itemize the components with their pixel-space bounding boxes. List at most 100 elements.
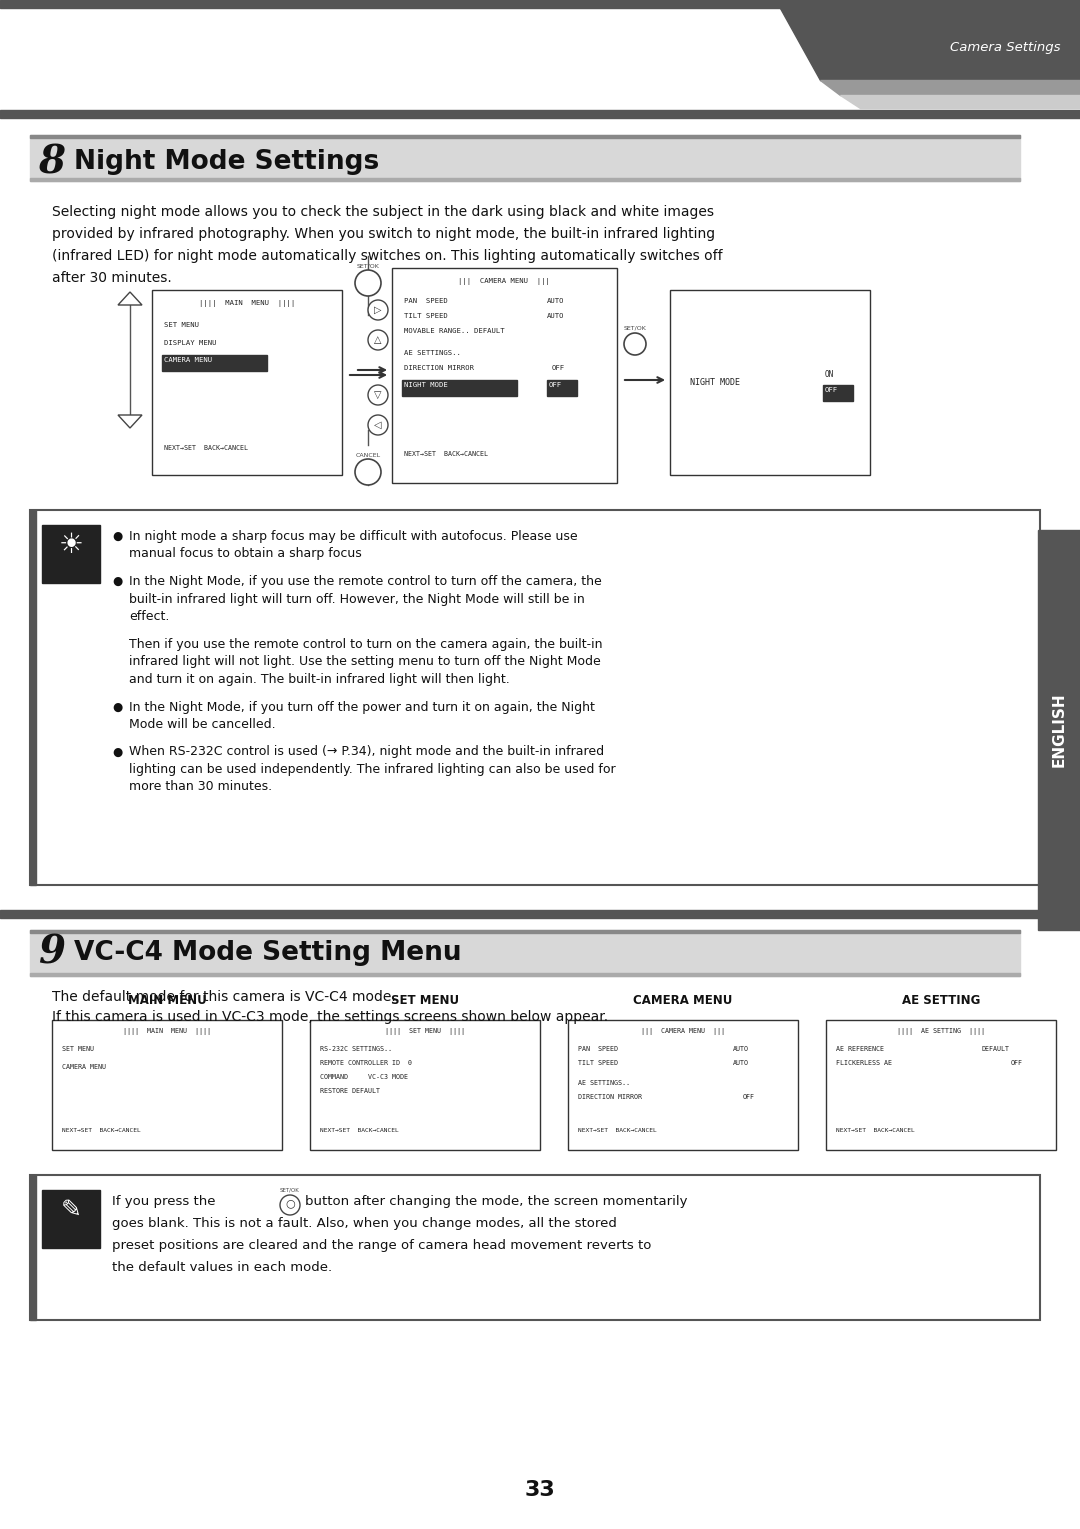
Text: NEXT→SET  BACK→CANCEL: NEXT→SET BACK→CANCEL (836, 1128, 915, 1133)
Text: goes blank. This is not a fault. Also, when you change modes, all the stored: goes blank. This is not a fault. Also, w… (112, 1217, 617, 1229)
Bar (30, 177, 1020, 180)
Text: PAN  SPEED: PAN SPEED (578, 1046, 618, 1052)
Text: OFF: OFF (552, 365, 565, 372)
Text: ●: ● (112, 700, 122, 714)
Text: NOTE: NOTE (58, 1234, 83, 1243)
Text: NEXT→SET  BACK→CANCEL: NEXT→SET BACK→CANCEL (320, 1128, 399, 1133)
Bar (30, 930, 1020, 976)
Text: Night Mode Settings: Night Mode Settings (75, 148, 379, 174)
Circle shape (355, 459, 381, 485)
Bar (826, 1020, 1056, 1150)
Text: REMOTE CONTROLLER ID  0: REMOTE CONTROLLER ID 0 (320, 1060, 411, 1066)
Text: AE SETTING: AE SETTING (902, 994, 981, 1008)
Text: MOVABLE RANGE.. DEFAULT: MOVABLE RANGE.. DEFAULT (404, 329, 504, 333)
Text: In the Night Mode, if you turn off the power and turn it on again, the Night: In the Night Mode, if you turn off the p… (129, 700, 595, 714)
Text: ▽: ▽ (375, 390, 381, 401)
Bar (30, 1174, 36, 1320)
Bar (30, 511, 36, 885)
Text: Then if you use the remote control to turn on the camera again, the built-in: Then if you use the remote control to tu… (129, 638, 603, 651)
Text: effect.: effect. (129, 610, 170, 622)
Text: 8: 8 (39, 144, 66, 180)
Text: AUTO: AUTO (733, 1046, 750, 1052)
Text: AUTO: AUTO (733, 1060, 750, 1066)
Text: DIRECTION MIRROR: DIRECTION MIRROR (578, 1095, 642, 1099)
Text: MAIN MENU: MAIN MENU (127, 994, 206, 1008)
Circle shape (368, 300, 388, 320)
Text: TILT SPEED: TILT SPEED (578, 1060, 618, 1066)
Text: VC-C4 Mode Setting Menu: VC-C4 Mode Setting Menu (75, 940, 461, 966)
Polygon shape (820, 80, 1080, 95)
Text: SET/OK: SET/OK (280, 1188, 300, 1193)
Bar (402, 381, 517, 396)
Text: OFF: OFF (743, 1095, 755, 1099)
Text: RS-232C SETTINGS..: RS-232C SETTINGS.. (320, 1046, 392, 1052)
Text: AE SETTINGS..: AE SETTINGS.. (578, 1079, 630, 1086)
Bar (162, 355, 267, 372)
Text: OFF: OFF (825, 387, 838, 393)
Polygon shape (118, 292, 141, 304)
Text: AE REFERENCE: AE REFERENCE (836, 1046, 885, 1052)
Text: CAMERA MENU: CAMERA MENU (633, 994, 732, 1008)
Bar (310, 1020, 540, 1150)
Text: Mode will be cancelled.: Mode will be cancelled. (129, 719, 275, 731)
Text: SET MENU: SET MENU (164, 323, 199, 329)
Bar (30, 135, 1020, 180)
Text: DIRECTION MIRROR: DIRECTION MIRROR (404, 365, 474, 372)
Text: |||  CAMERA MENU  |||: ||| CAMERA MENU ||| (642, 1027, 725, 1035)
Text: preset positions are cleared and the range of camera head movement reverts to: preset positions are cleared and the ran… (112, 1238, 651, 1252)
Text: OFF: OFF (549, 382, 562, 388)
Text: SET MENU: SET MENU (62, 1046, 94, 1052)
Circle shape (368, 385, 388, 405)
Text: ☀: ☀ (58, 531, 83, 560)
Text: ○: ○ (285, 1199, 295, 1208)
Text: ●: ● (112, 531, 122, 543)
Circle shape (355, 271, 381, 297)
Bar (0, 110, 1080, 118)
Polygon shape (780, 8, 1080, 80)
Text: COMMAND     VC-C3 MODE: COMMAND VC-C3 MODE (320, 1073, 408, 1079)
Text: ◁: ◁ (375, 420, 381, 430)
Bar (823, 385, 853, 401)
Text: after 30 minutes.: after 30 minutes. (52, 271, 172, 284)
Bar (1038, 531, 1080, 930)
Text: manual focus to obtain a sharp focus: manual focus to obtain a sharp focus (129, 547, 362, 561)
Text: ●: ● (112, 575, 122, 589)
Bar (0, 910, 1080, 917)
Text: more than 30 minutes.: more than 30 minutes. (129, 780, 272, 794)
Text: SET MENU: SET MENU (391, 994, 459, 1008)
Text: If this camera is used in VC-C3 mode, the settings screens shown below appear.: If this camera is used in VC-C3 mode, th… (52, 1011, 608, 1024)
Circle shape (280, 1196, 300, 1216)
Text: FLICKERLESS AE: FLICKERLESS AE (836, 1060, 892, 1066)
Bar (30, 930, 1020, 933)
Text: 9: 9 (39, 934, 66, 972)
Text: The default mode for this camera is VC-C4 mode.: The default mode for this camera is VC-C… (52, 989, 395, 1005)
Text: △: △ (375, 335, 381, 346)
Text: NEXT→SET  BACK→CANCEL: NEXT→SET BACK→CANCEL (164, 445, 248, 451)
Text: ||||  AE SETTING  ||||: |||| AE SETTING |||| (897, 1027, 985, 1035)
Bar (546, 381, 577, 396)
Circle shape (368, 330, 388, 350)
Text: AUTO: AUTO (546, 313, 565, 320)
Polygon shape (118, 414, 141, 428)
Bar (42, 524, 100, 583)
Text: RESTORE DEFAULT: RESTORE DEFAULT (320, 1089, 380, 1095)
Text: infrared light will not light. Use the setting menu to turn off the Night Mode: infrared light will not light. Use the s… (129, 656, 600, 668)
Text: DEFAULT: DEFAULT (981, 1046, 1009, 1052)
Text: CANCEL: CANCEL (355, 453, 380, 459)
Text: (infrared LED) for night mode automatically switches on. This lighting automatic: (infrared LED) for night mode automatica… (52, 249, 723, 263)
Text: ||||  SET MENU  ||||: |||| SET MENU |||| (384, 1027, 465, 1035)
Text: ▷: ▷ (375, 304, 381, 315)
Text: built-in infrared light will turn off. However, the Night Mode will still be in: built-in infrared light will turn off. H… (129, 593, 584, 605)
Text: CAMERA MENU: CAMERA MENU (164, 356, 212, 362)
Text: |||  CAMERA MENU  |||: ||| CAMERA MENU ||| (458, 278, 550, 284)
Text: NEXT→SET  BACK→CANCEL: NEXT→SET BACK→CANCEL (404, 451, 488, 457)
Circle shape (624, 333, 646, 355)
Bar (52, 1020, 282, 1150)
Text: When RS-232C control is used (→ P.34), night mode and the built-in infrared: When RS-232C control is used (→ P.34), n… (129, 746, 604, 758)
Text: button after changing the mode, the screen momentarily: button after changing the mode, the scre… (305, 1196, 688, 1208)
Circle shape (368, 414, 388, 434)
Bar (42, 1190, 100, 1248)
Text: NEXT→SET  BACK→CANCEL: NEXT→SET BACK→CANCEL (62, 1128, 140, 1133)
Text: and turn it on again. The built-in infrared light will then light.: and turn it on again. The built-in infra… (129, 673, 510, 687)
Text: ON: ON (825, 370, 834, 379)
